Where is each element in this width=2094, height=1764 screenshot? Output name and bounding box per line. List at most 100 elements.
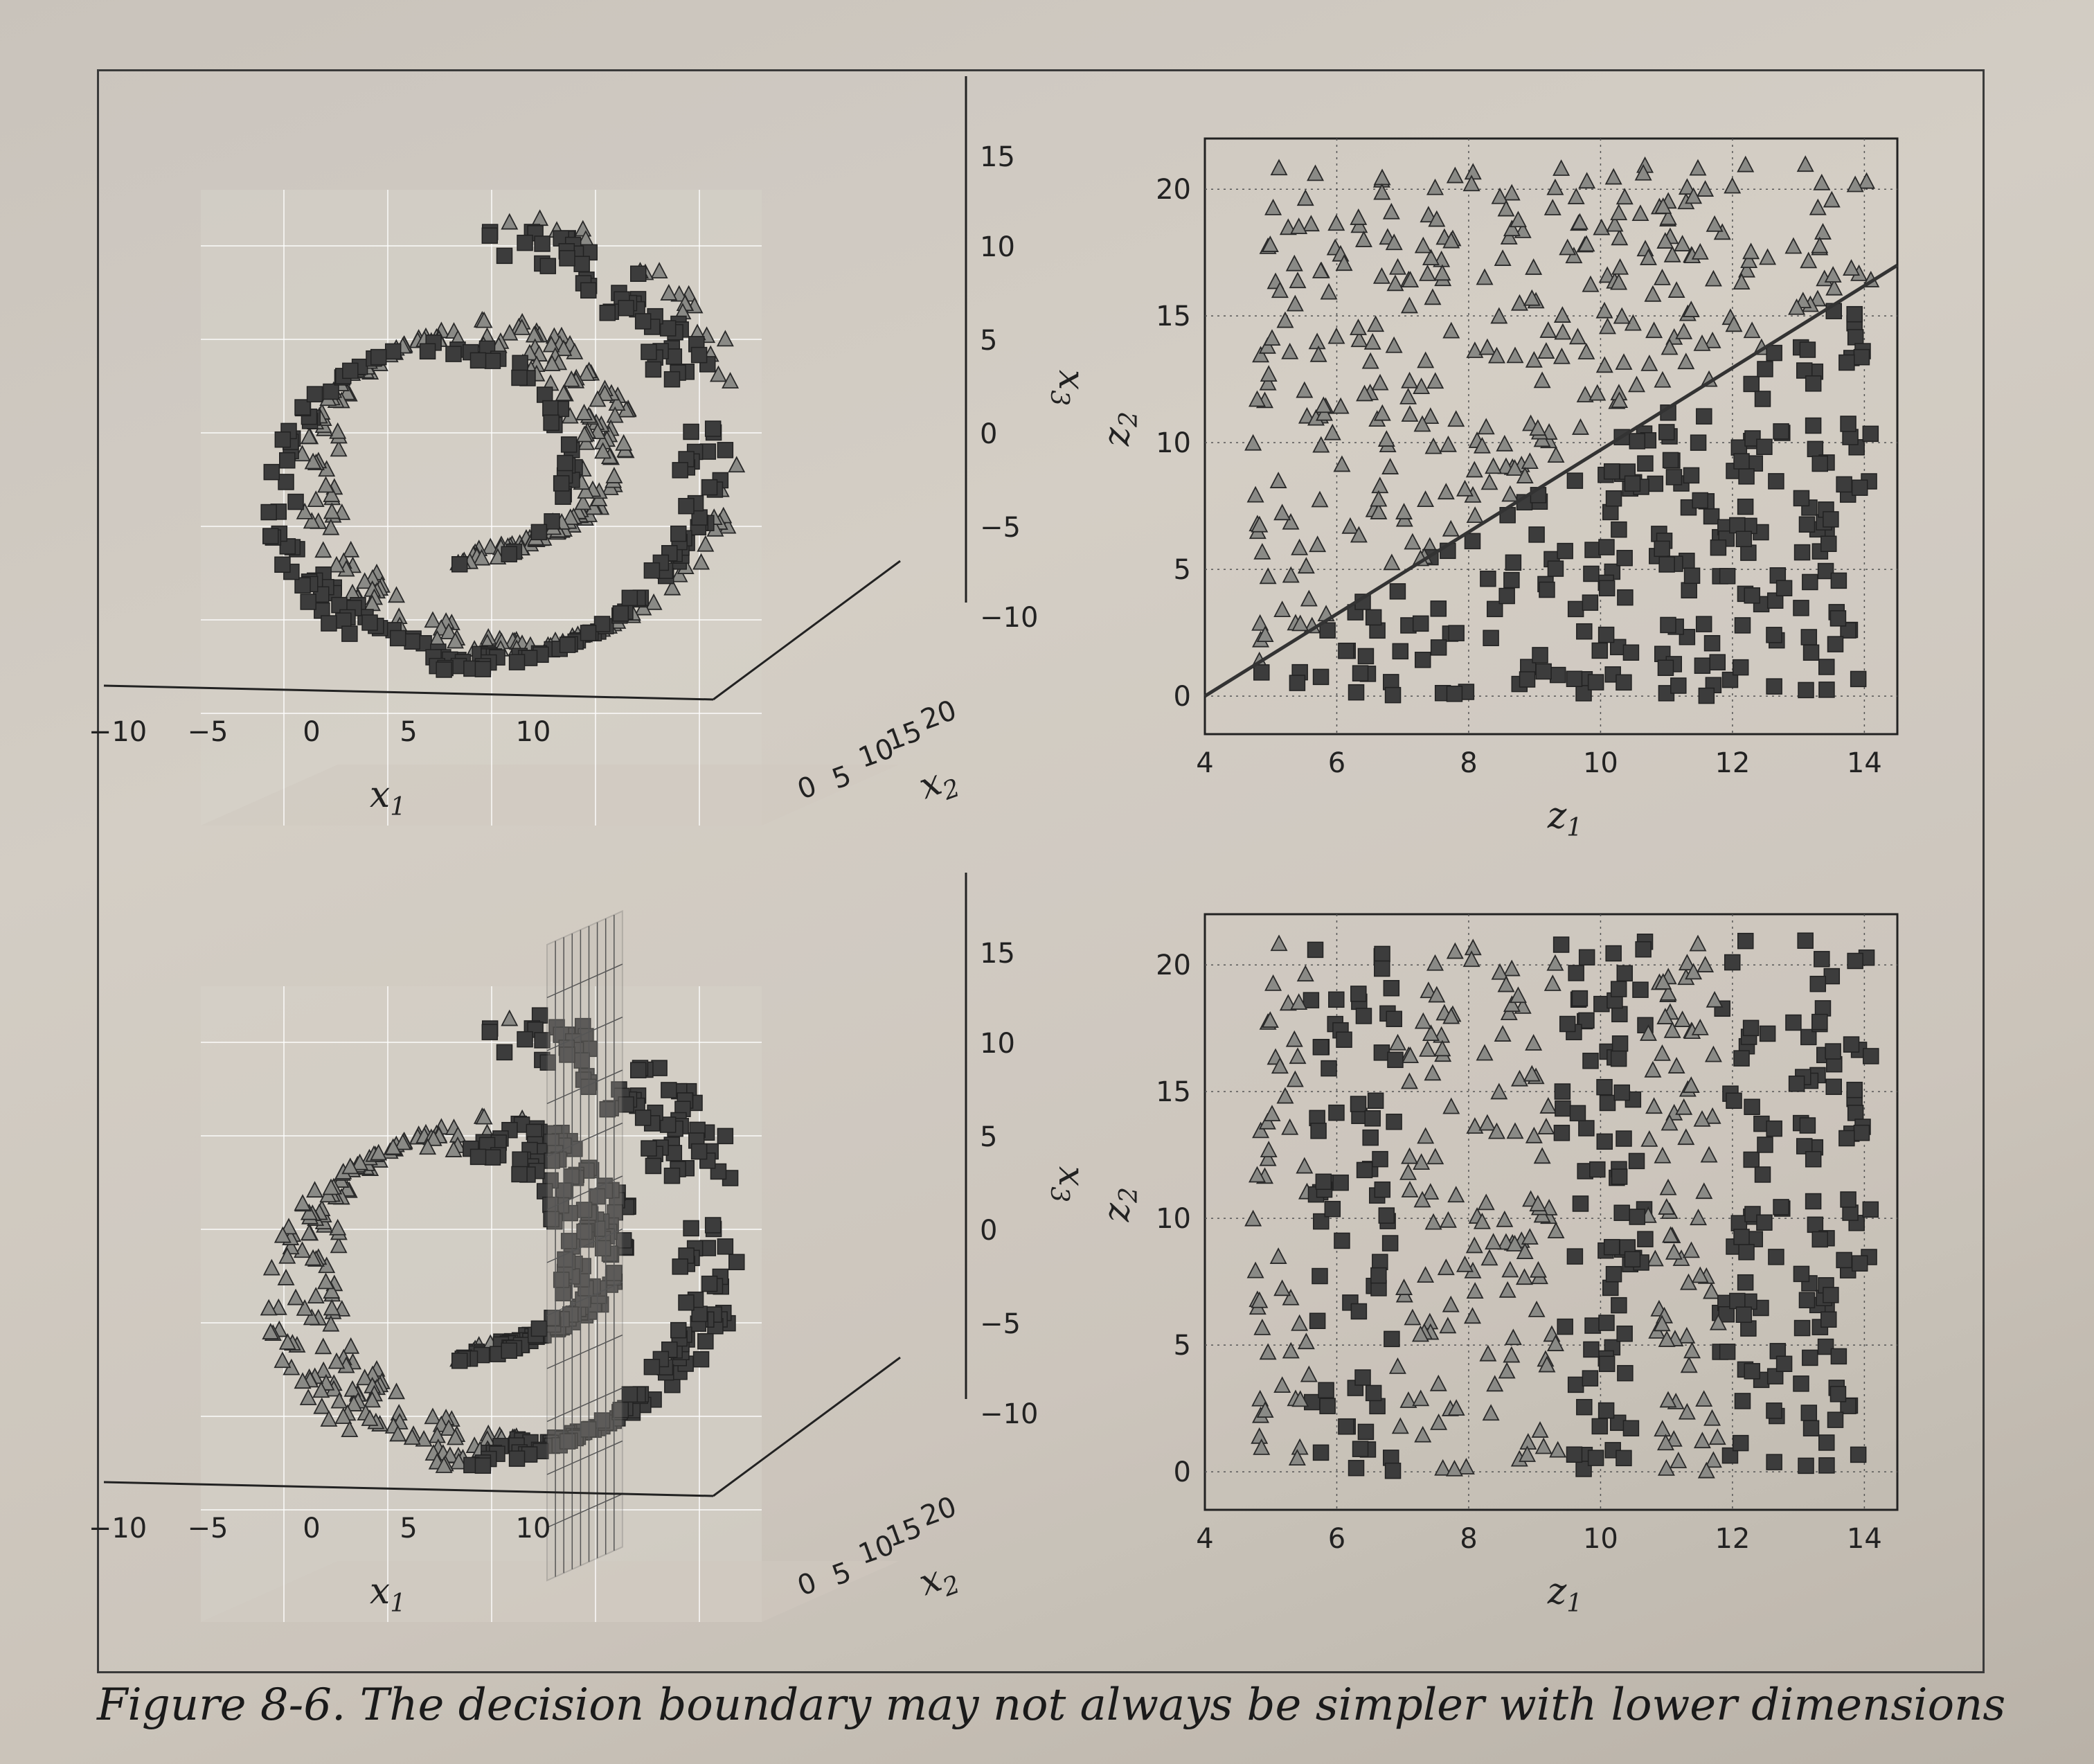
triangle-marker	[1689, 934, 1707, 952]
square-marker	[1817, 1338, 1834, 1355]
triangle-marker	[1525, 1034, 1543, 1051]
square-marker	[1846, 1081, 1863, 1098]
triangle-marker	[1363, 332, 1381, 350]
square-marker	[1811, 1231, 1828, 1248]
square-marker	[663, 371, 681, 388]
triangle-marker	[363, 1391, 381, 1408]
square-marker	[544, 513, 560, 530]
triangle-marker	[1554, 323, 1572, 340]
triangle-marker	[1479, 1344, 1497, 1362]
triangle-marker	[1546, 954, 1564, 971]
triangle-marker	[1466, 506, 1484, 524]
square-marker	[1629, 1209, 1646, 1225]
square-marker	[1519, 671, 1536, 688]
square-marker	[670, 525, 687, 542]
triangle-marker	[330, 1236, 348, 1254]
triangle-marker	[1320, 283, 1338, 300]
triangle-marker	[294, 1372, 312, 1389]
square-marker	[1448, 625, 1465, 641]
square-marker	[1840, 1398, 1856, 1414]
triangle-marker	[1447, 1399, 1465, 1416]
triangle-marker	[1703, 1409, 1721, 1426]
square-marker	[1383, 980, 1400, 997]
triangle-marker	[1543, 199, 1561, 215]
triangle-marker	[1385, 233, 1403, 251]
square-marker	[560, 436, 578, 453]
square-marker	[1598, 626, 1615, 643]
square-marker	[1840, 1191, 1856, 1208]
triangle-marker	[296, 1299, 314, 1316]
square-marker	[1374, 1181, 1391, 1198]
square-marker	[1313, 1213, 1330, 1230]
triangle-marker	[1539, 321, 1557, 338]
triangle-marker	[1500, 228, 1518, 244]
square-marker	[1372, 1150, 1388, 1168]
square-marker	[1584, 542, 1601, 558]
square-marker	[1853, 1124, 1870, 1141]
triangle-marker	[1371, 476, 1389, 494]
square-marker	[1737, 1274, 1754, 1291]
square-marker	[1817, 562, 1834, 580]
bottom-right-xtick: 8	[1460, 1523, 1477, 1555]
triangle-marker	[1656, 232, 1674, 249]
triangle-marker	[317, 476, 335, 493]
triangle-marker	[1401, 405, 1419, 422]
square-marker	[1348, 684, 1365, 701]
triangle-marker	[1683, 1241, 1700, 1258]
square-marker	[1818, 1457, 1835, 1474]
triangle-marker	[1659, 983, 1677, 1001]
square-marker	[1598, 539, 1615, 555]
triangle-marker	[1395, 503, 1413, 519]
square-marker	[1838, 1130, 1855, 1147]
bottom-left-x2-label: x2	[913, 1553, 963, 1610]
square-marker	[1709, 654, 1726, 670]
square-marker	[1553, 1125, 1570, 1141]
triangle-marker	[1386, 274, 1404, 292]
square-marker	[1374, 945, 1390, 963]
square-marker	[451, 555, 468, 573]
square-marker	[615, 1232, 632, 1249]
square-marker	[697, 1333, 714, 1350]
triangle-marker	[1445, 1459, 1463, 1477]
square-marker	[1334, 1232, 1350, 1249]
triangle-marker	[1680, 1356, 1698, 1373]
triangle-marker	[1682, 301, 1700, 317]
triangle-marker	[1251, 1389, 1269, 1407]
square-marker	[1710, 539, 1727, 556]
triangle-marker	[1525, 258, 1543, 275]
top-right-xtick: 6	[1328, 747, 1345, 779]
triangle-marker	[313, 1397, 331, 1414]
triangle-marker	[342, 540, 360, 558]
bottom-right-ytick: 5	[1174, 1330, 1191, 1362]
triangle-marker	[716, 330, 734, 347]
square-marker	[1818, 1434, 1835, 1451]
triangle-marker	[574, 493, 592, 510]
triangle-marker	[1738, 260, 1756, 278]
square-marker	[1660, 616, 1676, 634]
square-marker	[1589, 1161, 1606, 1178]
triangle-marker	[1604, 168, 1622, 185]
square-marker	[1719, 1344, 1736, 1360]
triangle-marker	[278, 1247, 296, 1264]
triangle-marker	[1523, 289, 1541, 306]
triangle-marker	[1567, 188, 1585, 204]
square-marker	[651, 1060, 668, 1076]
square-marker	[1591, 1418, 1609, 1435]
bottom-left-x3-tick: −5	[980, 1308, 1021, 1340]
triangle-marker	[1291, 1438, 1309, 1455]
square-marker	[1605, 490, 1622, 507]
triangle-marker	[1568, 328, 1586, 345]
triangle-marker	[1813, 173, 1831, 190]
square-marker	[1840, 622, 1856, 639]
bottom-left-plane-grid	[546, 1387, 623, 1423]
square-marker	[629, 265, 647, 282]
square-marker	[1319, 622, 1336, 639]
triangle-marker	[447, 632, 464, 649]
square-marker	[1800, 1405, 1818, 1421]
triangle-marker	[1246, 485, 1264, 503]
triangle-marker	[1611, 229, 1629, 246]
triangle-marker	[589, 390, 607, 407]
triangle-marker	[314, 541, 332, 558]
triangle-marker	[389, 1425, 407, 1442]
